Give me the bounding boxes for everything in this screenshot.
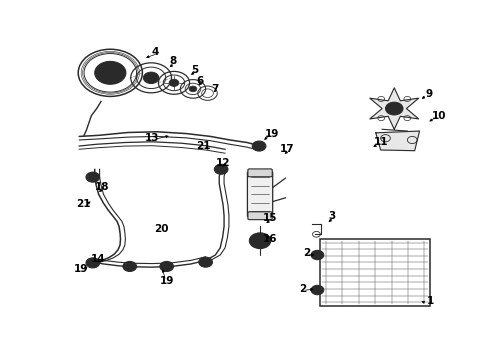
Text: 16: 16 <box>263 234 277 244</box>
Circle shape <box>89 175 96 180</box>
Circle shape <box>314 288 320 292</box>
Circle shape <box>169 79 179 86</box>
Circle shape <box>314 253 320 257</box>
Text: 5: 5 <box>191 65 198 75</box>
Circle shape <box>214 164 227 174</box>
Bar <box>319 239 429 306</box>
FancyBboxPatch shape <box>247 171 272 217</box>
Circle shape <box>126 264 133 269</box>
Circle shape <box>310 250 323 260</box>
Text: 18: 18 <box>95 182 109 192</box>
Circle shape <box>163 264 170 269</box>
Circle shape <box>147 75 155 81</box>
Text: 19: 19 <box>264 129 278 139</box>
Text: 20: 20 <box>154 224 169 234</box>
Text: 2: 2 <box>299 284 306 294</box>
Text: 14: 14 <box>90 254 105 264</box>
Circle shape <box>310 285 323 295</box>
Text: 1: 1 <box>426 296 433 306</box>
Text: 6: 6 <box>196 76 203 86</box>
Text: 19: 19 <box>74 264 88 274</box>
Text: 8: 8 <box>168 57 176 66</box>
Circle shape <box>255 144 262 149</box>
Circle shape <box>160 261 173 271</box>
Text: 19: 19 <box>159 276 174 286</box>
Circle shape <box>95 62 125 84</box>
Circle shape <box>217 167 224 172</box>
Polygon shape <box>369 88 418 129</box>
Circle shape <box>199 257 212 267</box>
Text: 11: 11 <box>373 138 387 148</box>
FancyBboxPatch shape <box>247 169 272 177</box>
Circle shape <box>89 260 96 265</box>
Circle shape <box>202 260 208 265</box>
FancyBboxPatch shape <box>247 212 272 220</box>
Circle shape <box>249 233 270 249</box>
Circle shape <box>106 70 114 76</box>
Circle shape <box>122 261 136 271</box>
Text: 21: 21 <box>76 199 90 209</box>
Circle shape <box>86 258 100 268</box>
Text: 15: 15 <box>263 213 277 223</box>
Circle shape <box>86 172 100 182</box>
Text: 7: 7 <box>211 84 219 94</box>
Text: 12: 12 <box>215 158 230 168</box>
Circle shape <box>385 102 402 115</box>
Text: 13: 13 <box>144 133 159 143</box>
Circle shape <box>252 141 265 151</box>
Circle shape <box>143 72 159 84</box>
Text: 17: 17 <box>279 144 293 154</box>
Circle shape <box>189 86 197 92</box>
Text: 4: 4 <box>151 47 159 57</box>
Polygon shape <box>375 131 419 151</box>
Text: 3: 3 <box>328 211 335 221</box>
Text: 9: 9 <box>425 89 432 99</box>
Text: 2: 2 <box>303 248 310 258</box>
Text: 21: 21 <box>196 141 210 151</box>
Text: 10: 10 <box>431 111 446 121</box>
